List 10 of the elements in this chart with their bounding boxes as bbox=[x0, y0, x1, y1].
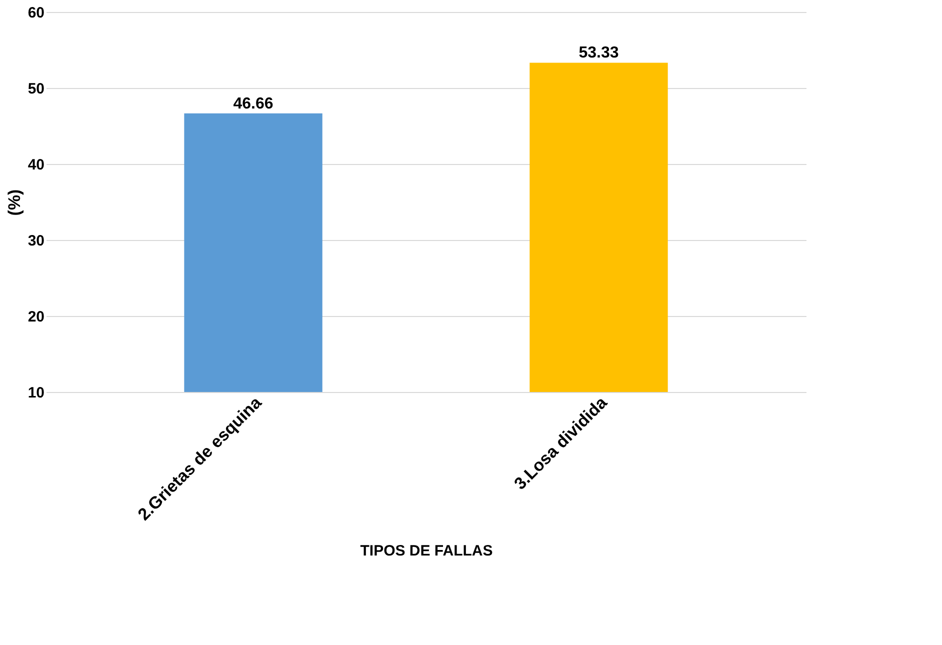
y-tick-label: 40 bbox=[28, 156, 44, 174]
y-tick-label: 30 bbox=[28, 232, 44, 250]
y-axis-title: (%) bbox=[4, 189, 24, 216]
y-tick-label: 20 bbox=[28, 308, 44, 326]
x-axis-title: TIPOS DE FALLAS bbox=[360, 542, 493, 560]
data-label: 53.33 bbox=[578, 44, 619, 62]
y-tick-label: 60 bbox=[28, 4, 44, 22]
data-label: 46.66 bbox=[233, 95, 274, 112]
y-tick-label: 10 bbox=[28, 384, 44, 402]
y-tick-label: 50 bbox=[28, 80, 44, 98]
